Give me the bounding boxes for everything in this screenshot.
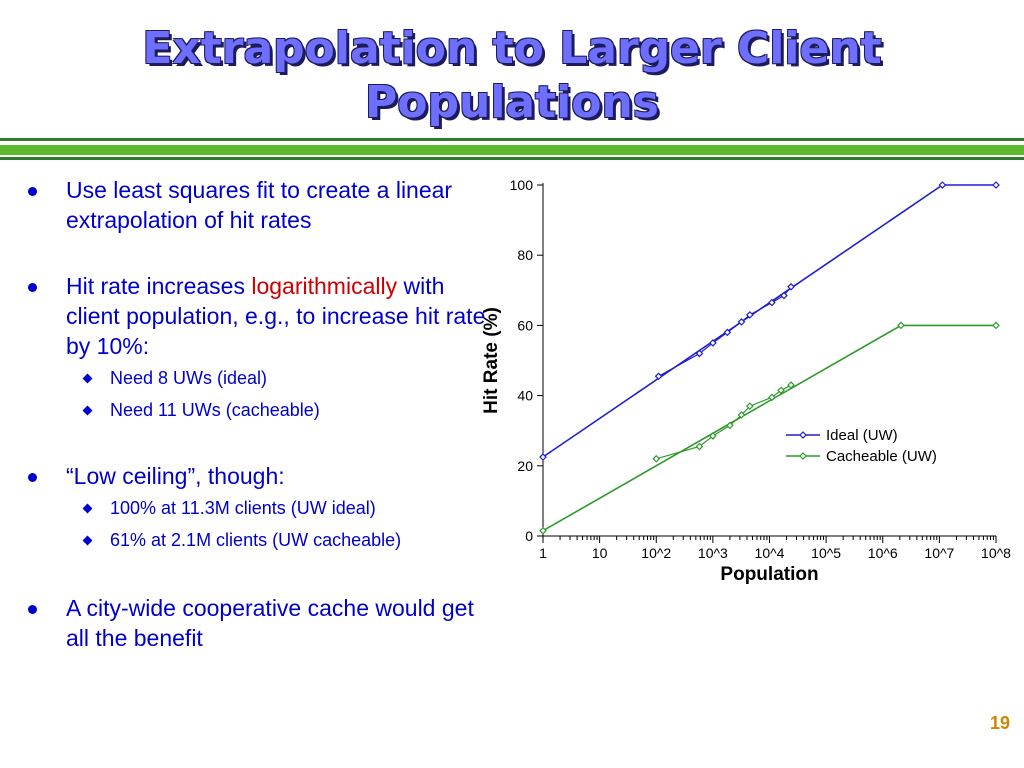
y-tick-label: 0	[525, 528, 533, 544]
bullet-4: A city-wide cooperative cache would get …	[22, 593, 492, 653]
bullet-dot-icon	[28, 605, 37, 614]
hit-rate-chart: 0 20 40 60 80 100 1 10 10^2 10^3 10^4 10^5 10^6 10^7 1…	[481, 177, 1011, 585]
x-tick-label: 1	[539, 545, 547, 561]
bullet-1: Use least squares fit to create a linear…	[22, 175, 492, 235]
data-point	[780, 291, 788, 300]
sub-bullet: 100% at 11.3M clients (UW ideal)	[22, 493, 492, 523]
bullet-4-text: A city-wide cooperative cache would get …	[66, 595, 474, 651]
y-axis-title: Hit Rate (%)	[481, 307, 502, 414]
data-point	[654, 372, 663, 381]
data-point	[787, 381, 795, 389]
data-point	[746, 402, 754, 410]
data-point	[695, 442, 704, 451]
legend-marker	[799, 452, 807, 460]
data-point	[695, 349, 704, 358]
x-tick-label: 10^8	[981, 545, 1011, 561]
sub-bullet-text: Need 8 UWs (ideal)	[110, 368, 268, 388]
diamond-bullet-icon	[82, 405, 93, 416]
data-point	[539, 526, 547, 535]
data-point	[992, 181, 1000, 189]
title-divider-top	[0, 138, 1024, 141]
sub-bullet-text: Need 11 UWs (cacheable)	[110, 400, 320, 420]
legend-marker	[799, 431, 807, 439]
data-point	[767, 298, 776, 307]
data-point	[709, 432, 717, 440]
y-tick-label: 40	[517, 388, 533, 404]
data-point	[897, 321, 905, 330]
bullet-3-text: “Low ceiling”, though:	[66, 463, 285, 489]
sub-bullet: 61% at 2.1M clients (UW cacheable)	[22, 525, 492, 555]
y-tick-label: 100	[510, 177, 534, 193]
bullet-2: Hit rate increases logarithmically with …	[22, 271, 492, 361]
diamond-bullet-icon	[82, 535, 93, 546]
y-tick-label: 60	[517, 317, 533, 333]
bullet-list: Use least squares fit to create a linear…	[22, 175, 492, 653]
sub-bullet: Need 8 UWs (ideal)	[22, 363, 492, 393]
title-divider-middle	[0, 145, 1024, 155]
bullet-dot-icon	[28, 473, 37, 482]
legend-label: Cacheable (UW)	[826, 448, 937, 465]
bullet-2-text-after: with client population, e.g., to increas…	[66, 273, 486, 359]
bullet-dot-icon	[28, 187, 37, 196]
data-point	[746, 311, 754, 319]
data-point	[709, 339, 717, 347]
data-point	[539, 453, 547, 461]
bullet-2-emphasis: logarithmically	[251, 273, 398, 299]
x-tick-label: 10^2	[641, 545, 671, 561]
x-tick-label: 10	[592, 545, 608, 561]
diamond-bullet-icon	[82, 373, 93, 384]
x-tick-label: 10^4	[755, 545, 785, 561]
bullet-dot-icon	[28, 283, 37, 292]
bullet-3: “Low ceiling”, though:	[22, 461, 492, 491]
data-point	[737, 411, 746, 419]
data-point	[938, 181, 947, 189]
bullet-1-text: Use least squares fit to create a linear…	[66, 177, 453, 233]
bullet-2-text-before: Hit rate increases	[66, 273, 252, 299]
data-point	[726, 421, 734, 430]
sub-bullet: Need 11 UWs (cacheable)	[22, 395, 492, 425]
sub-bullet-text: 61% at 2.1M clients (UW cacheable)	[110, 530, 402, 550]
x-tick-label: 10^3	[698, 545, 728, 561]
data-point	[737, 318, 746, 326]
page-number: 19	[989, 713, 1010, 733]
slide-title: Extrapolation to Larger Client Populatio…	[142, 23, 882, 128]
y-tick-label: 80	[517, 247, 533, 263]
x-tick-label: 10^7	[924, 545, 954, 561]
data-point	[787, 282, 795, 291]
sub-bullet-text: 100% at 11.3M clients (UW ideal)	[110, 498, 376, 518]
x-axis-title: Population	[720, 564, 818, 585]
legend-label: Ideal (UW)	[826, 427, 898, 444]
series-fit-line	[542, 324, 902, 532]
data-point	[652, 454, 661, 463]
x-tick-label: 10^5	[811, 545, 841, 561]
data-point	[767, 393, 776, 402]
data-point	[992, 321, 1000, 330]
x-tick-label: 10^6	[868, 545, 898, 561]
data-point	[723, 328, 732, 337]
diamond-bullet-icon	[82, 503, 93, 514]
title-divider-bottom	[0, 157, 1024, 160]
data-point	[777, 386, 785, 395]
y-tick-label: 20	[517, 458, 533, 474]
